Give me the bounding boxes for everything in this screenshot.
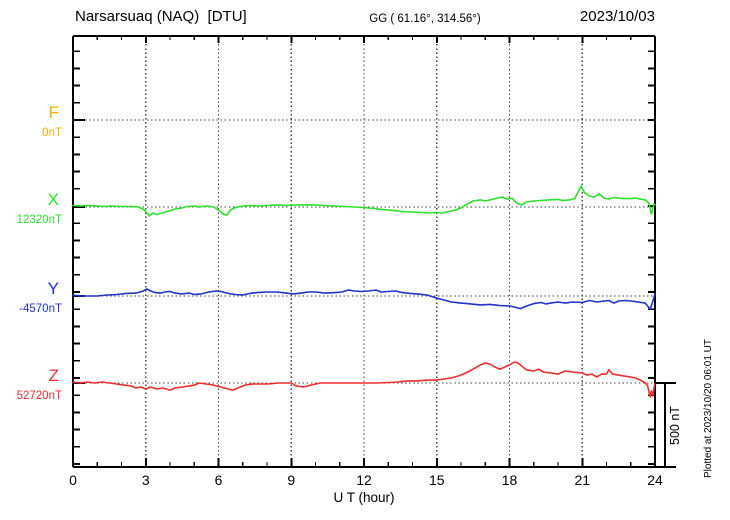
- channel-x-letter: X: [47, 190, 59, 209]
- plotted-timestamp: Plotted at 2023/10/20 06:01 UT: [703, 339, 714, 478]
- x-tick-12: 12: [356, 472, 372, 488]
- station-title: Narsarsuaq (NAQ) [DTU]: [75, 8, 247, 25]
- channel-x-baseline-value: 12320nT: [0, 214, 62, 227]
- x-tick-0: 0: [69, 472, 77, 488]
- channel-x-value: 12320nT: [16, 214, 62, 226]
- x-tick-6: 6: [214, 472, 223, 488]
- channel-y-label-group: Y: [0, 280, 62, 297]
- geographic-coordinates: GG ( 61.16°, 314.56°): [369, 13, 481, 25]
- x-tick-18: 18: [501, 472, 518, 488]
- x-tick-9: 9: [287, 472, 296, 488]
- channel-z-letter: Z: [48, 366, 59, 385]
- channel-f-value: 0nT: [42, 127, 62, 139]
- channel-z-label-group: Z: [0, 367, 62, 384]
- channel-f-letter: F: [48, 103, 59, 122]
- trace-y: [72, 288, 656, 310]
- x-tick-24: 24: [647, 472, 663, 488]
- channel-y-baseline-value: -4570nT: [0, 303, 62, 316]
- x-tick-3: 3: [141, 472, 150, 488]
- channel-f-label-group: F: [0, 104, 62, 121]
- trace-x: [72, 185, 656, 217]
- x-tick-21: 21: [574, 472, 591, 488]
- channel-z-value: 52720nT: [16, 390, 62, 402]
- channel-z-baseline-value: 52720nT: [0, 390, 62, 403]
- channel-y-letter: Y: [47, 279, 59, 298]
- channel-x-label-group: X: [0, 191, 62, 208]
- scalebar-label: 500 nT: [668, 406, 682, 446]
- x-axis-title: U T (hour): [333, 490, 395, 505]
- channel-y-value: -4570nT: [19, 303, 62, 315]
- trace-z: [72, 361, 656, 398]
- x-tick-15: 15: [429, 472, 445, 488]
- plot-date: 2023/10/03: [579, 8, 655, 25]
- channel-f-baseline-value: 0nT: [0, 127, 62, 140]
